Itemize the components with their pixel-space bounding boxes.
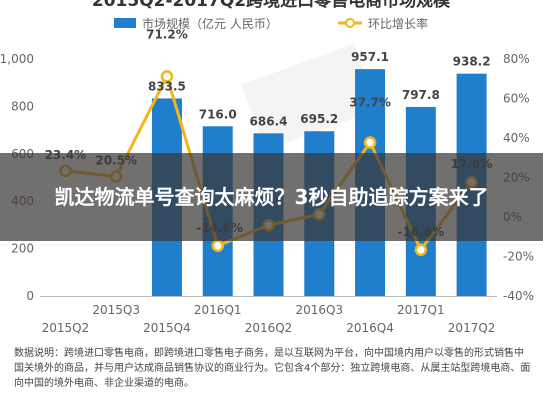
x-tick-label: 2015Q2 — [42, 321, 90, 335]
y-left-tick-label: 1,000 — [0, 52, 34, 66]
y-right-tick-label: 60% — [503, 92, 530, 106]
x-tick-label: 2015Q4 — [143, 321, 191, 335]
growth-value-label: 37.7% — [349, 96, 391, 110]
x-tick-label: 2016Q2 — [245, 321, 293, 335]
y-right-tick-label: 80% — [503, 52, 530, 66]
legend-marker-line — [345, 18, 355, 28]
x-tick-label: 2017Q1 — [397, 303, 445, 317]
y-left-tick-label: 200 — [11, 242, 34, 256]
x-tick-label: 2016Q4 — [346, 321, 394, 335]
y-right-tick-label: 40% — [503, 131, 530, 145]
bar-value-label: 938.2 — [453, 55, 491, 69]
x-tick-label: 2015Q3 — [92, 303, 140, 317]
legend-swatch-bar — [114, 18, 136, 28]
bar-value-label: 686.4 — [250, 114, 288, 128]
bar-value-label: 957.1 — [351, 50, 389, 64]
y-right-tick-label: -20% — [503, 250, 534, 264]
growth-point — [363, 136, 377, 149]
bar-value-label: 797.8 — [402, 88, 440, 102]
banner-text: 凯达物流单号查询太麻烦？3秒自助追踪方案来了 — [54, 185, 489, 209]
chart-title: 2015Q2-2017Q2跨境进口零售电商市场规模 — [92, 0, 451, 11]
y-right-tick-label: -40% — [503, 289, 534, 303]
x-tick-label: 2017Q2 — [448, 321, 496, 335]
growth-point — [160, 70, 174, 83]
data-note: 数据说明：跨境进口零售电商，即跨境进口零售电子商务，是以互联网为平台，向中国境内… — [14, 348, 531, 389]
watermark-shape — [241, 43, 379, 151]
y-left-tick-label: 800 — [11, 99, 34, 113]
bar-value-label: 833.5 — [148, 79, 186, 93]
legend-label-bar: 市场规模（亿元 人民币） — [142, 16, 278, 31]
overlay-banner: 凯达物流单号查询太麻烦？3秒自助追踪方案来了 — [0, 153, 543, 241]
x-tick-label: 2016Q3 — [295, 303, 343, 317]
legend-label-line: 环比增长率 — [368, 16, 428, 31]
y-left-tick-label: 0 — [26, 289, 34, 303]
growth-value-label: 71.2% — [146, 27, 188, 41]
growth-point — [211, 239, 224, 253]
x-tick-label: 2016Q1 — [194, 303, 242, 317]
bar-value-label: 716.0 — [199, 107, 237, 121]
growth-point — [414, 243, 428, 257]
bar-value-label: 695.2 — [300, 112, 338, 126]
